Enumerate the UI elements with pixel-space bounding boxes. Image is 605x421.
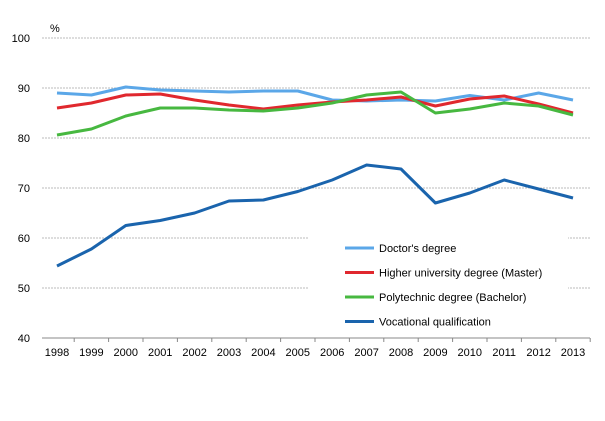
x-axis: 1998 1999 2000 2001 2002 2003 2004 2005 2006 2007… [42, 338, 590, 359]
y-tick-label: 40 [18, 333, 30, 345]
x-tick-label: 2004 [251, 347, 275, 359]
x-tick-label: 1999 [79, 347, 103, 359]
y-tick-label: 60 [18, 233, 30, 245]
y-tick-label: 100 [12, 33, 30, 45]
y-tick-label: 80 [18, 133, 30, 145]
y-axis: 40 50 60 70 80 90 100 [12, 33, 30, 345]
x-tick-label: 2001 [148, 347, 172, 359]
x-tick-label: 2006 [320, 347, 344, 359]
x-tick-label: 2005 [286, 347, 310, 359]
legend-label: Polytechnic degree (Bachelor) [379, 292, 526, 304]
x-tick-label: 2008 [389, 347, 413, 359]
legend-label: Doctor's degree [379, 243, 456, 255]
x-tick-label: 2009 [423, 347, 447, 359]
legend-label: Vocational qualification [379, 317, 491, 329]
y-tick-label: 90 [18, 83, 30, 95]
y-tick-label: 50 [18, 283, 30, 295]
x-tick-label: 2012 [526, 347, 550, 359]
x-tick-label: 1998 [45, 347, 69, 359]
legend-label: Higher university degree (Master) [379, 268, 542, 280]
x-tick-label: 2000 [114, 347, 138, 359]
x-tick-label: 2002 [182, 347, 206, 359]
x-tick-label: 2013 [561, 347, 585, 359]
unit-label: % [50, 23, 60, 35]
x-tick-label: 2003 [217, 347, 241, 359]
y-tick-label: 70 [18, 183, 30, 195]
x-tick-label: 2011 [492, 347, 516, 359]
x-tick-label: 2010 [458, 347, 482, 359]
x-tick-label: 2007 [354, 347, 378, 359]
